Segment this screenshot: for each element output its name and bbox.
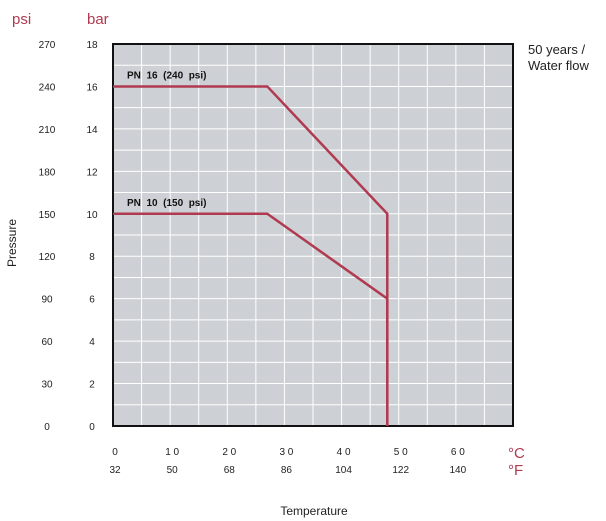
y-tick-label-bar: 0 bbox=[89, 422, 95, 433]
x-unit-fahrenheit: °F bbox=[508, 462, 523, 479]
x-tick-label-celsius: 1 0 bbox=[165, 447, 179, 458]
series-line-2 bbox=[113, 212, 389, 426]
y-tick-label-bar: 6 bbox=[89, 295, 95, 306]
y-tick-label-bar: 16 bbox=[86, 82, 98, 93]
y-tick-label-psi: 0 bbox=[44, 422, 50, 433]
y-tick-label-bar: 2 bbox=[89, 380, 95, 391]
x-tick-label-celsius: 5 0 bbox=[394, 447, 408, 458]
y-tick-label-bar: 14 bbox=[86, 125, 98, 136]
grid-lines bbox=[113, 44, 513, 426]
x-axis-label: Temperature bbox=[280, 504, 348, 518]
x-tick-label-celsius: 4 0 bbox=[337, 447, 351, 458]
y-tick-label-bar: 8 bbox=[89, 252, 95, 263]
y-axis-label: Pressure bbox=[5, 219, 19, 267]
y-tick-label-psi: 150 bbox=[39, 210, 56, 221]
x-tick-label-celsius: 0 bbox=[112, 447, 118, 458]
x-tick-label-celsius: 6 0 bbox=[451, 447, 465, 458]
y-tick-labels: 0 0 30 2 60 4 90 6 120 8 150 10 180 12 210 14 240 16 270 18 bbox=[39, 40, 98, 433]
y-tick-label-psi: 90 bbox=[41, 295, 53, 306]
series-label-1: PN 16 (240 psi) bbox=[127, 70, 206, 81]
plot-frame bbox=[112, 43, 514, 427]
x-tick-label-fahrenheit: 86 bbox=[281, 465, 293, 476]
x-tick-label-fahrenheit: 104 bbox=[335, 465, 352, 476]
y-unit-psi: psi bbox=[12, 11, 31, 28]
x-tick-label-fahrenheit: 122 bbox=[392, 465, 409, 476]
x-tick-labels: 0 32 1 0 50 2 0 68 3 0 86 4 0 104 5 0 122 6 0 140 bbox=[109, 447, 466, 476]
series-group: PN 16 (240 psi) PN 10 (150 psi) bbox=[113, 70, 389, 426]
y-tick-label-psi: 60 bbox=[41, 337, 53, 348]
y-unit-bar: bar bbox=[87, 11, 109, 28]
y-tick-label-psi: 210 bbox=[39, 125, 56, 136]
y-tick-label-bar: 4 bbox=[89, 337, 95, 348]
y-tick-label-bar: 12 bbox=[86, 167, 98, 178]
y-tick-label-psi: 180 bbox=[39, 167, 56, 178]
x-tick-label-fahrenheit: 32 bbox=[109, 465, 121, 476]
chart-note-line-2: Water flow bbox=[528, 58, 590, 73]
x-tick-label-fahrenheit: 68 bbox=[224, 465, 236, 476]
y-tick-label-psi: 240 bbox=[39, 82, 56, 93]
x-tick-label-fahrenheit: 50 bbox=[167, 465, 179, 476]
y-tick-label-psi: 30 bbox=[41, 380, 53, 391]
series-label-2: PN 10 (150 psi) bbox=[127, 198, 206, 209]
x-tick-label-fahrenheit: 140 bbox=[450, 465, 467, 476]
y-tick-label-bar: 18 bbox=[86, 40, 98, 51]
x-unit-celsius: °C bbox=[508, 445, 525, 462]
y-tick-label-psi: 120 bbox=[39, 252, 56, 263]
y-tick-label-psi: 270 bbox=[39, 40, 56, 51]
y-tick-label-bar: 10 bbox=[86, 210, 98, 221]
chart-note-line-1: 50 years / bbox=[528, 42, 585, 57]
x-tick-label-celsius: 3 0 bbox=[279, 447, 293, 458]
x-tick-label-celsius: 2 0 bbox=[222, 447, 236, 458]
